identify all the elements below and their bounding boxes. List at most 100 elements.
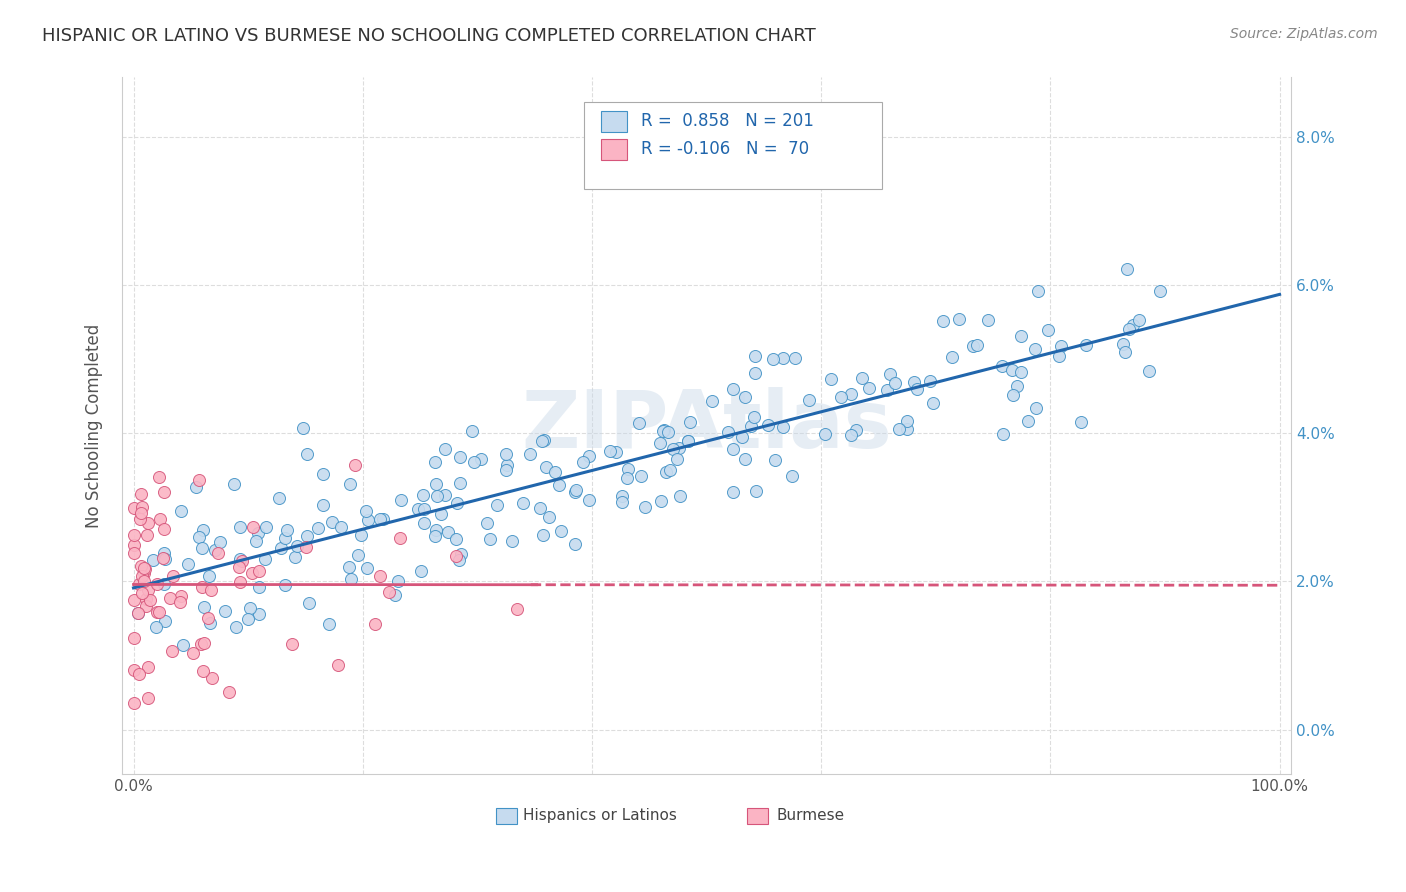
Point [128,512,150,526]
Point [245,534,267,549]
Point [276,524,298,538]
Point [565,483,588,497]
Point [193,599,215,614]
Point [477,516,499,530]
Point [208,534,231,549]
Point [534,459,557,474]
Point [990,359,1012,374]
FancyBboxPatch shape [496,808,517,824]
Point [495,447,517,461]
Point [191,541,214,555]
Point [744,484,766,499]
Point [1116,261,1139,276]
Point [578,449,600,463]
Point [343,458,366,472]
Point [409,564,432,578]
Point [350,528,373,542]
Point [145,577,167,591]
Point [648,436,671,450]
Point [188,473,211,487]
Point [430,508,453,522]
Point [148,470,170,484]
Point [948,311,970,326]
Point [122,500,145,515]
Point [449,450,471,464]
Point [218,684,240,698]
Point [744,349,766,363]
Point [537,510,560,524]
Text: Hispanics or Latinos: Hispanics or Latinos [523,808,676,823]
Point [426,489,449,503]
Point [1010,329,1032,343]
Point [239,600,262,615]
FancyBboxPatch shape [748,808,769,824]
Point [1122,318,1144,333]
Point [337,559,360,574]
Point [758,418,780,433]
Point [744,366,766,380]
Y-axis label: No Schooling Completed: No Schooling Completed [86,324,103,528]
Point [1047,349,1070,363]
Point [326,657,349,672]
Point [797,393,820,408]
Point [321,516,343,530]
Point [308,521,330,535]
Point [610,489,633,503]
FancyBboxPatch shape [602,139,627,160]
Point [941,350,963,364]
Point [200,582,222,597]
Point [425,477,447,491]
Point [1011,365,1033,379]
Text: HISPANIC OR LATINO VS BURMESE NO SCHOOLING COMPLETED CORRELATION CHART: HISPANIC OR LATINO VS BURMESE NO SCHOOLI… [42,27,815,45]
Point [820,372,842,386]
Point [247,580,270,594]
Point [312,499,335,513]
Point [354,503,377,517]
Point [905,382,928,396]
Point [254,551,277,566]
Point [679,415,702,429]
Point [883,376,905,390]
Point [229,552,252,566]
Point [450,547,472,561]
Point [231,554,253,568]
Point [132,574,155,588]
Point [531,527,554,541]
FancyBboxPatch shape [602,111,627,132]
Point [138,593,160,607]
Point [1118,322,1140,336]
Point [270,541,292,555]
Point [177,558,200,572]
Point [1005,378,1028,392]
Point [129,559,152,574]
Point [191,523,214,537]
Point [512,496,534,510]
Point [721,383,744,397]
Point [652,423,675,437]
Point [229,520,252,534]
Point [153,546,176,560]
Point [247,564,270,578]
Point [544,465,567,479]
Point [529,501,551,516]
Point [186,480,208,494]
Point [572,455,595,469]
Point [425,524,447,538]
Point [136,528,159,542]
Point [128,577,150,591]
Point [772,420,794,434]
Point [127,606,149,620]
Point [851,370,873,384]
Point [506,602,529,616]
Point [433,488,456,502]
Point [368,511,391,525]
Point [783,351,806,366]
Point [723,442,745,456]
Point [496,458,519,472]
Point [976,313,998,327]
Point [1128,313,1150,327]
Point [207,546,229,560]
Point [1002,388,1025,402]
Point [1036,322,1059,336]
Point [131,500,153,515]
